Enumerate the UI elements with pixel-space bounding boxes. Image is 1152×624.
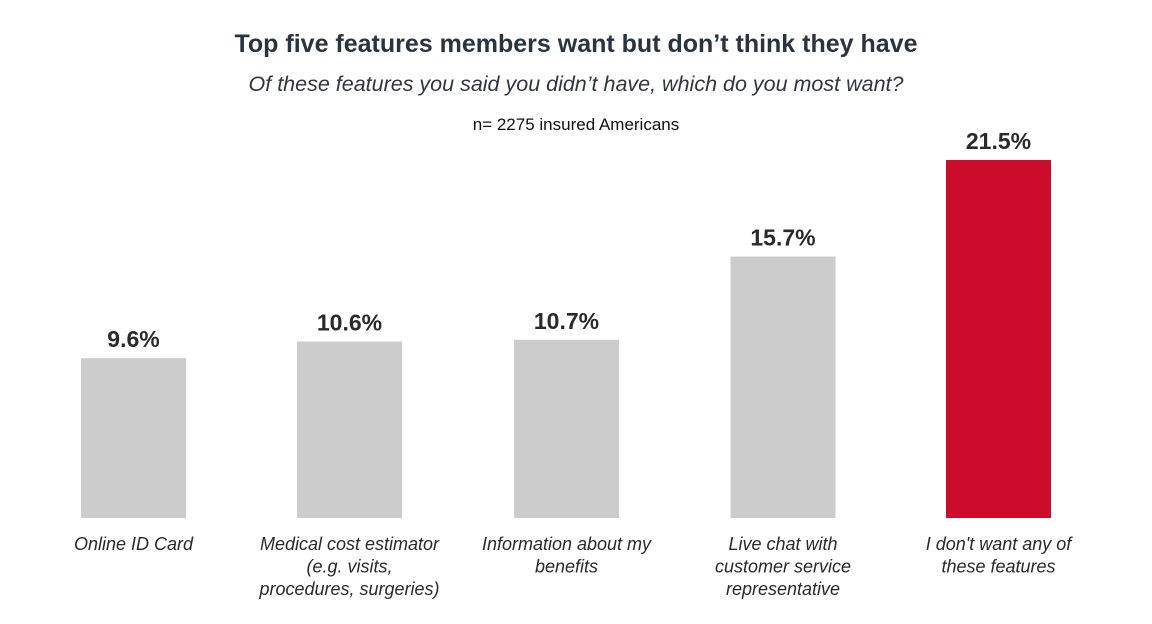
- value-label-4: 15.7%: [750, 225, 815, 251]
- bar-3: [514, 339, 619, 518]
- bars-group: [81, 160, 1051, 518]
- category-label-5: I don't want any of these features: [926, 534, 1074, 577]
- category-label-2: Medical cost estimator (e.g. visits, proce…: [258, 534, 440, 599]
- category-label-1: Online ID Card: [74, 534, 194, 554]
- bar-5: [946, 160, 1051, 518]
- value-label-3: 10.7%: [534, 308, 599, 334]
- category-labels-group: Online ID Card Medical cost estimator (e.g…: [74, 534, 1073, 599]
- value-label-5: 21.5%: [966, 128, 1031, 154]
- bar-2: [297, 341, 402, 518]
- sample-size-note: n= 2275 insured Americans: [472, 115, 680, 134]
- chart-subtitle: Of these features you said you didn’t ha…: [248, 72, 904, 96]
- chart-title: Top five features members want but don’t…: [234, 30, 918, 58]
- category-label-3: Information about my benefits: [482, 534, 652, 577]
- value-label-1: 9.6%: [107, 326, 159, 352]
- value-labels-group: 9.6% 10.6% 10.7% 15.7% 21.5%: [107, 128, 1031, 352]
- category-label-4: Live chat with customer service representa…: [715, 534, 851, 599]
- bar-1: [81, 358, 186, 518]
- bar-4: [730, 256, 836, 518]
- value-label-2: 10.6%: [317, 309, 382, 335]
